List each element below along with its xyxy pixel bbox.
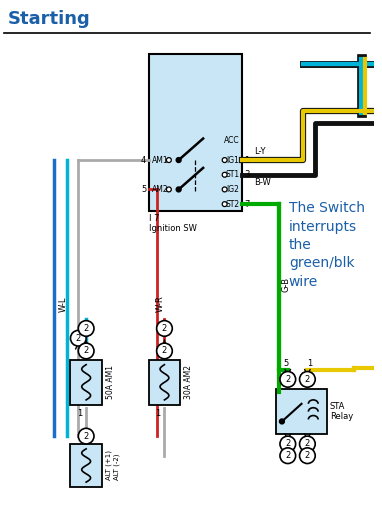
Text: 2: 2 bbox=[305, 451, 310, 460]
Text: ACC: ACC bbox=[224, 136, 240, 145]
FancyBboxPatch shape bbox=[71, 444, 102, 487]
Circle shape bbox=[71, 330, 86, 346]
Text: 4: 4 bbox=[141, 156, 146, 164]
Text: 5: 5 bbox=[141, 185, 146, 194]
Text: ST1: ST1 bbox=[225, 170, 240, 179]
Text: 2: 2 bbox=[162, 324, 167, 333]
Text: IG2: IG2 bbox=[227, 185, 240, 194]
FancyBboxPatch shape bbox=[71, 360, 102, 405]
FancyBboxPatch shape bbox=[149, 360, 180, 405]
Text: 2: 2 bbox=[155, 347, 160, 355]
Circle shape bbox=[176, 187, 181, 192]
Text: 2: 2 bbox=[285, 451, 290, 460]
Circle shape bbox=[176, 158, 181, 162]
Circle shape bbox=[167, 158, 171, 162]
Text: 1: 1 bbox=[77, 409, 82, 418]
Circle shape bbox=[280, 448, 296, 463]
Circle shape bbox=[157, 343, 172, 359]
Text: W-R: W-R bbox=[156, 295, 165, 312]
Circle shape bbox=[78, 429, 94, 444]
Text: 2: 2 bbox=[84, 324, 89, 333]
Text: ALT (+1)
ALT (-2): ALT (+1) ALT (-2) bbox=[106, 451, 120, 480]
Text: 2: 2 bbox=[285, 439, 290, 449]
Circle shape bbox=[299, 448, 315, 463]
Circle shape bbox=[78, 343, 94, 359]
Circle shape bbox=[222, 173, 227, 177]
Text: 50A AM1: 50A AM1 bbox=[106, 365, 115, 399]
Text: L-Y: L-Y bbox=[254, 147, 265, 156]
Circle shape bbox=[157, 321, 172, 336]
Text: 2: 2 bbox=[76, 334, 81, 343]
FancyBboxPatch shape bbox=[276, 389, 327, 434]
Circle shape bbox=[299, 436, 315, 452]
Circle shape bbox=[222, 158, 227, 162]
Text: AM2: AM2 bbox=[152, 185, 169, 194]
Circle shape bbox=[167, 187, 171, 192]
Text: IG1: IG1 bbox=[227, 156, 240, 164]
Text: W-L: W-L bbox=[59, 296, 68, 312]
Circle shape bbox=[222, 202, 227, 206]
Text: Starting: Starting bbox=[8, 10, 91, 28]
Text: B-W: B-W bbox=[254, 178, 271, 187]
Text: G-B: G-B bbox=[282, 277, 291, 292]
Circle shape bbox=[280, 436, 296, 452]
Text: I 7: I 7 bbox=[149, 214, 160, 223]
Text: 1: 1 bbox=[307, 358, 312, 368]
Text: 2: 2 bbox=[305, 439, 310, 449]
Text: 2: 2 bbox=[84, 432, 89, 441]
Circle shape bbox=[78, 321, 94, 336]
Text: 5: 5 bbox=[283, 358, 288, 368]
Text: 2: 2 bbox=[162, 347, 167, 355]
Text: Ignition SW: Ignition SW bbox=[149, 224, 197, 232]
Text: STA
Relay: STA Relay bbox=[330, 402, 353, 421]
Text: 2: 2 bbox=[307, 456, 312, 465]
Text: 7: 7 bbox=[244, 200, 249, 208]
Text: ST2: ST2 bbox=[225, 200, 240, 208]
Text: 1: 1 bbox=[155, 409, 160, 418]
Text: 2: 2 bbox=[84, 347, 89, 355]
Text: 3: 3 bbox=[283, 456, 288, 465]
Circle shape bbox=[280, 372, 296, 387]
FancyBboxPatch shape bbox=[149, 54, 242, 211]
Text: 2: 2 bbox=[77, 347, 82, 355]
Text: 30A AM2: 30A AM2 bbox=[184, 365, 193, 399]
Text: 2: 2 bbox=[285, 375, 290, 384]
Circle shape bbox=[280, 419, 284, 424]
Text: 3: 3 bbox=[244, 170, 249, 179]
Text: 2: 2 bbox=[305, 375, 310, 384]
Circle shape bbox=[299, 372, 315, 387]
Text: AM1: AM1 bbox=[152, 156, 169, 164]
Circle shape bbox=[222, 187, 227, 192]
Text: 1: 1 bbox=[244, 156, 249, 164]
Text: 2: 2 bbox=[77, 432, 82, 441]
Text: The Switch
interrupts
the
green/blk
wire: The Switch interrupts the green/blk wire bbox=[289, 201, 365, 289]
